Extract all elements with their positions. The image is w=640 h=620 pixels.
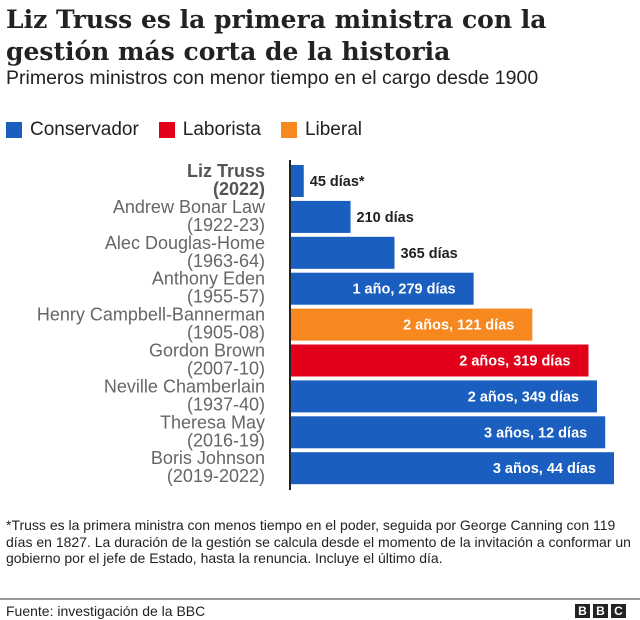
bar: [291, 200, 351, 233]
bar: [291, 380, 597, 413]
data-label: 2 años, 319 días: [459, 354, 570, 370]
category-years: (2019-2022): [167, 466, 265, 486]
category-name: Boris Johnson: [151, 448, 265, 468]
bar: [291, 452, 614, 485]
data-label: 45 días*: [310, 174, 365, 190]
category-years: (2016-19): [187, 430, 265, 450]
legend-swatch: [6, 122, 22, 138]
footnote: *Truss es la primera ministra con menos …: [6, 517, 631, 566]
category-name: Theresa May: [160, 412, 265, 432]
logo-letter: B: [593, 604, 608, 618]
bar: [291, 308, 533, 341]
legend-label: Liberal: [304, 119, 362, 140]
source: Fuente: investigación de la BBC: [6, 603, 206, 619]
data-label: 210 días: [357, 210, 414, 226]
data-label: 3 años, 44 días: [493, 461, 596, 477]
legend-item-laborista: Laborista: [158, 119, 261, 141]
logo-letter: C: [611, 604, 626, 618]
category-years: (2022): [213, 179, 265, 199]
legend-swatch: [158, 122, 175, 138]
logo-letter: B: [575, 604, 590, 618]
data-label: 3 años, 12 días: [484, 425, 587, 441]
category-years: (2007-10): [187, 359, 265, 379]
legend-item-conservador: Conservador: [6, 119, 139, 141]
chart-subtitle: Primeros ministros con menor tiempo en e…: [6, 67, 539, 89]
data-label: 2 años, 121 días: [403, 318, 514, 334]
category-name: Liz Truss: [187, 161, 265, 181]
legend-item-liberal: Liberal: [280, 119, 362, 141]
category-name: Henry Campbell-Bannerman: [37, 305, 265, 325]
bar: [291, 416, 606, 449]
category-name: Neville Chamberlain: [104, 376, 265, 396]
category-name: Anthony Eden: [152, 269, 265, 289]
legend: Conservador Laborista Liberal: [6, 119, 362, 141]
category-years: (1922-23): [187, 215, 265, 235]
category-name: Gordon Brown: [149, 341, 265, 361]
bar: [291, 165, 304, 197]
data-label: 1 año, 279 días: [352, 282, 455, 298]
category-name: Andrew Bonar Law: [113, 197, 266, 217]
legend-label: Laborista: [182, 119, 261, 140]
category-years: (1963-64): [187, 251, 265, 271]
category-name: Alec Douglas-Home: [105, 233, 265, 253]
category-years: (1937-40): [187, 394, 265, 414]
data-label: 2 años, 349 días: [468, 389, 579, 405]
divider: [0, 598, 640, 600]
category-years: (1955-57): [187, 287, 265, 307]
bar: [291, 236, 395, 269]
bar-chart: Liz Truss(2022) 45 días*Andrew Bonar Law(…: [37, 160, 614, 490]
legend-label: Conservador: [30, 119, 139, 140]
bar: [291, 344, 589, 377]
data-label: 365 días: [401, 246, 458, 262]
chart-title: Liz Truss es la primera ministra con la …: [6, 5, 547, 66]
legend-swatch: [280, 122, 297, 138]
bar: [291, 272, 474, 305]
category-years: (1905-08): [187, 323, 265, 343]
